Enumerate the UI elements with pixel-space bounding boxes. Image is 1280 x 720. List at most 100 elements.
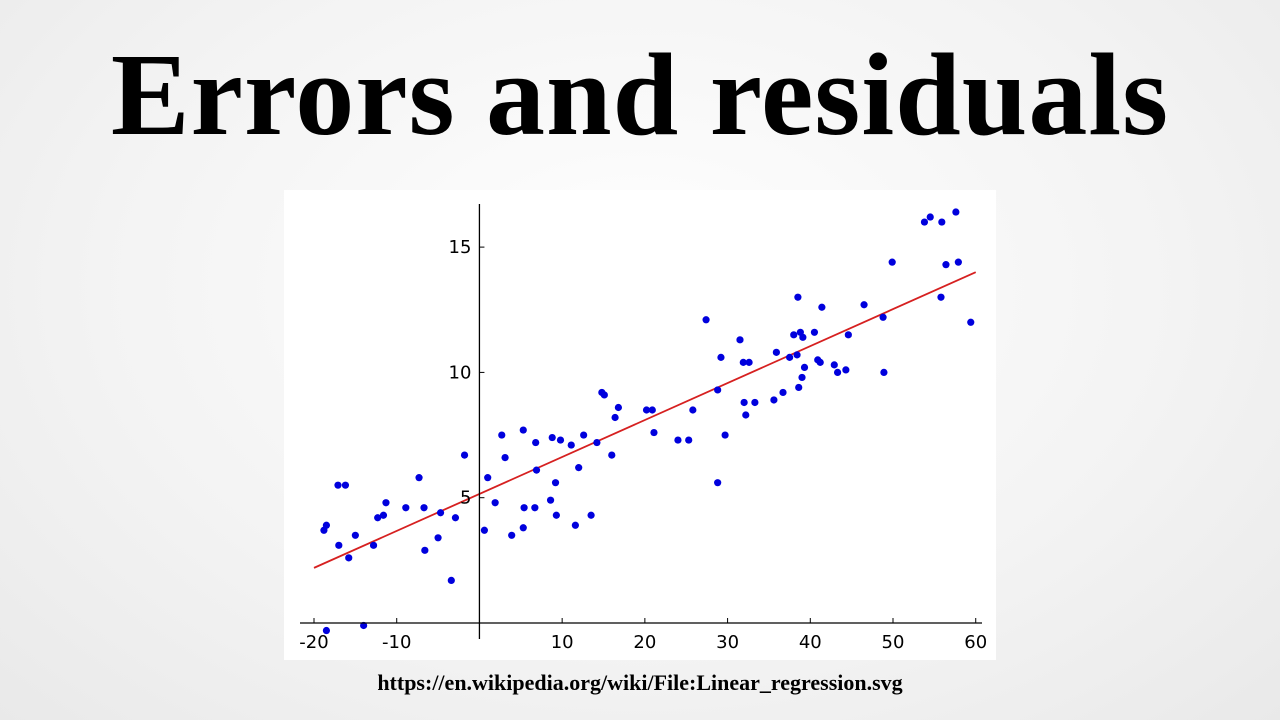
data-point: [608, 451, 616, 459]
data-point: [532, 466, 541, 474]
data-point: [772, 348, 780, 356]
data-point: [520, 504, 528, 512]
data-point: [926, 213, 934, 221]
data-point: [714, 386, 722, 394]
data-point: [480, 526, 488, 534]
y-tick-label: 5: [460, 488, 471, 509]
x-tick-label: 40: [799, 632, 822, 653]
data-point: [484, 474, 492, 482]
data-point: [967, 318, 975, 326]
source-url: https://en.wikipedia.org/wiki/File:Linea…: [377, 670, 903, 695]
data-point: [531, 504, 539, 512]
data-point: [793, 351, 801, 359]
data-point: [880, 368, 888, 377]
data-point: [702, 316, 710, 324]
data-point: [736, 336, 744, 344]
data-point: [795, 383, 803, 392]
data-point: [322, 521, 331, 529]
data-point: [491, 499, 499, 507]
data-point: [434, 534, 442, 542]
data-point: [567, 441, 575, 449]
data-point: [334, 481, 342, 489]
data-point: [575, 464, 583, 472]
data-point: [648, 406, 656, 414]
data-point: [833, 368, 842, 377]
data-point: [799, 333, 807, 341]
data-point: [374, 514, 382, 522]
data-point: [830, 361, 838, 369]
x-tick-label: -20: [299, 632, 328, 653]
data-point: [421, 546, 429, 554]
data-point: [460, 451, 469, 459]
data-point: [436, 509, 445, 517]
data-point: [556, 436, 565, 444]
data-point: [650, 428, 658, 437]
data-point: [642, 406, 651, 414]
scatter-chart: -20 -10 10 20 30 40 50 60 5 10 15: [299, 204, 987, 653]
x-tick-label: 30: [716, 632, 739, 653]
data-point: [794, 293, 802, 301]
data-point: [501, 454, 509, 462]
data-point: [714, 479, 722, 487]
x-tick-label: 10: [551, 632, 574, 653]
data-point: [770, 396, 778, 404]
data-point: [382, 499, 390, 507]
data-point: [551, 479, 560, 487]
regression-line-layer: [313, 271, 977, 569]
data-point: [600, 391, 608, 399]
data-point: [786, 353, 794, 361]
data-point: [689, 406, 697, 414]
x-tick-label: 50: [882, 632, 905, 653]
data-point: [810, 328, 819, 336]
data-point: [498, 431, 506, 439]
data-point: [739, 358, 747, 366]
data-point: [447, 576, 455, 584]
data-point: [571, 521, 579, 529]
data-points-layer: [320, 208, 975, 635]
data-point: [745, 358, 753, 366]
data-point: [920, 218, 929, 226]
y-tick-label: 15: [449, 237, 472, 258]
x-tick-label: 20: [633, 632, 656, 653]
data-point: [790, 331, 798, 339]
data-point: [818, 303, 826, 311]
data-point: [842, 366, 850, 374]
data-point: [415, 474, 423, 482]
data-point: [742, 411, 750, 419]
data-point: [674, 436, 682, 444]
data-point: [587, 511, 595, 519]
data-point: [685, 436, 693, 444]
data-point: [816, 358, 824, 366]
data-point: [519, 426, 527, 434]
axes-layer: -20 -10 10 20 30 40 50 60 5 10 15: [299, 204, 987, 653]
data-point: [322, 626, 331, 635]
data-point: [580, 431, 588, 439]
data-point: [519, 524, 527, 532]
data-point: [593, 438, 601, 447]
data-point: [546, 496, 555, 504]
data-point: [369, 541, 378, 549]
data-point: [952, 208, 960, 216]
data-point: [335, 541, 343, 549]
regression-line: [313, 271, 977, 569]
data-point: [614, 403, 622, 412]
data-point: [402, 504, 410, 512]
data-point: [751, 398, 759, 407]
data-point: [779, 388, 787, 397]
data-point: [532, 438, 540, 447]
slide-title: Errors and residuals: [110, 29, 1170, 160]
data-point: [942, 261, 950, 269]
data-point: [508, 531, 516, 539]
data-point: [345, 554, 353, 562]
data-point: [740, 398, 748, 407]
x-tick-label: 60: [964, 632, 987, 653]
data-point: [379, 511, 388, 519]
data-point: [860, 301, 868, 309]
x-tick-label: -10: [382, 632, 411, 653]
data-point: [844, 331, 852, 339]
data-point: [798, 373, 806, 382]
data-point: [937, 293, 945, 301]
scatter-chart-panel: -20 -10 10 20 30 40 50 60 5 10 15: [284, 190, 996, 660]
data-point: [879, 313, 887, 321]
data-point: [721, 431, 729, 439]
